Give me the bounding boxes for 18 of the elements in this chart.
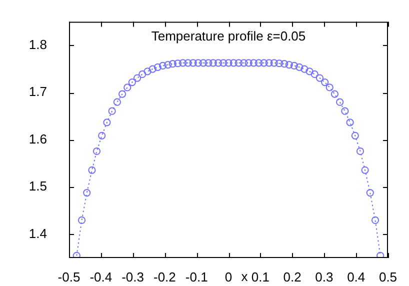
x-tick-label: 0.1 (251, 269, 270, 284)
x-tick-label: 0.3 (315, 269, 334, 284)
y-tick-label: 1.5 (28, 178, 47, 194)
x-tick-label: 0.4 (347, 269, 366, 284)
x-tick-label: 0 (224, 269, 232, 284)
x-tick-label: 0.2 (283, 269, 302, 284)
y-tick-label: 1.8 (28, 37, 47, 52)
x-axis-title: x (241, 269, 248, 284)
x-tick-label: -0.2 (153, 269, 176, 284)
x-tick-label: -0.5 (58, 269, 80, 284)
y-tick-label: 1.7 (28, 84, 47, 100)
x-tick-label: -0.1 (185, 269, 208, 284)
y-tick-label: 1.4 (28, 226, 47, 241)
x-tick-label: 0.5 (378, 269, 398, 284)
y-tick-label: 1.6 (28, 131, 47, 146)
text: Temperature profile ε=0.05 (151, 28, 306, 44)
x-tick-label: -0.3 (122, 269, 144, 284)
x-tick-label: -0.4 (90, 269, 112, 284)
